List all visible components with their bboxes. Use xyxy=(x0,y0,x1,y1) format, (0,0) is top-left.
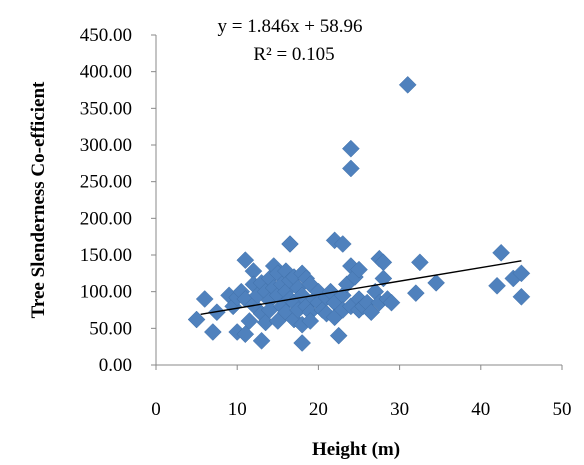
data-point xyxy=(203,323,222,341)
y-tick-label: 100.00 xyxy=(80,282,132,303)
trendline-equation: y = 1.846x + 58.96 xyxy=(218,16,363,37)
data-point xyxy=(362,303,381,322)
data-point xyxy=(488,276,506,295)
data-point xyxy=(329,326,348,345)
data-point xyxy=(301,312,320,330)
y-tick-label: 250.00 xyxy=(80,172,132,193)
x-tick-labels: 0 10 20 30 40 50 xyxy=(151,365,572,420)
y-tick-label: 350.00 xyxy=(80,98,132,119)
x-tick-label: 10 xyxy=(228,399,247,420)
data-point xyxy=(512,264,531,283)
data-point xyxy=(333,235,352,253)
data-point xyxy=(293,334,312,352)
data-point xyxy=(195,290,214,308)
data-point xyxy=(382,293,401,312)
data-point xyxy=(406,284,425,302)
y-tick-label: 450.00 xyxy=(80,25,132,46)
y-tick-label: 0.00 xyxy=(99,355,132,376)
data-point xyxy=(252,331,271,350)
y-tick-label: 400.00 xyxy=(80,62,132,83)
y-tick-label: 150.00 xyxy=(80,245,132,266)
x-tick-label: 40 xyxy=(471,399,490,420)
y-tick-label: 200.00 xyxy=(80,208,132,229)
data-point xyxy=(240,312,259,330)
data-point xyxy=(492,243,510,262)
data-point xyxy=(398,76,417,94)
x-tick-label: 20 xyxy=(309,399,328,420)
y-axis-title: Tree Slenderness Co-efficient xyxy=(28,81,49,318)
y-tick-labels: 0.00 50.00 100.00 150.00 200.00 250.00 300.00 3… xyxy=(80,25,156,376)
r-squared-label: R² = 0.105 xyxy=(253,44,334,65)
data-point xyxy=(411,253,429,272)
data-point xyxy=(281,235,299,253)
data-point xyxy=(427,274,445,292)
data-point xyxy=(236,325,255,344)
data-point xyxy=(236,251,255,269)
x-tick-label: 30 xyxy=(390,399,409,420)
x-tick-label: 0 xyxy=(151,399,161,420)
data-point xyxy=(342,159,360,178)
trendline xyxy=(200,260,522,316)
y-tick-label: 300.00 xyxy=(80,135,132,156)
y-tick-label: 50.00 xyxy=(89,318,132,339)
x-tick-label: 50 xyxy=(553,399,572,420)
data-point xyxy=(512,287,531,306)
data-point xyxy=(350,260,368,279)
data-point xyxy=(342,139,360,158)
data-point xyxy=(187,310,206,329)
x-axis-title: Height (m) xyxy=(312,439,400,460)
data-points xyxy=(187,76,531,352)
